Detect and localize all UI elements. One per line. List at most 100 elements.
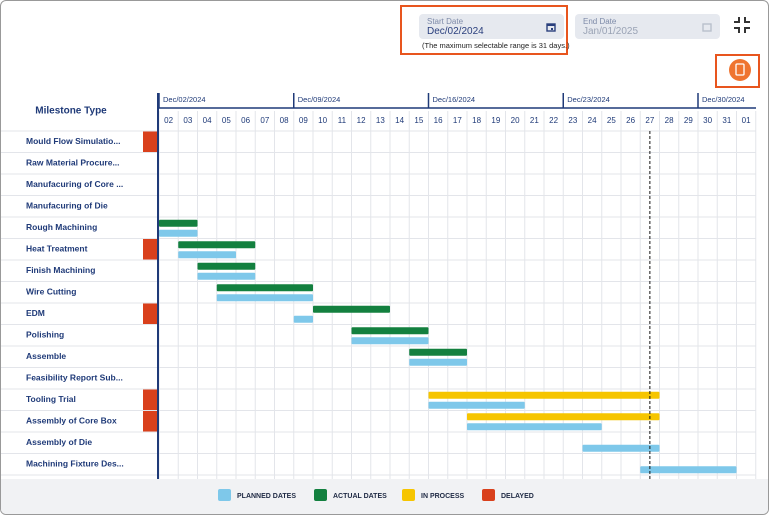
milestone-name: Polishing	[26, 330, 64, 340]
pdf-button[interactable]	[729, 59, 751, 81]
milestone-name: Assembly of Core Box	[26, 416, 117, 426]
day-label: 19	[491, 116, 500, 125]
week-label: Dec/02/2024	[163, 95, 206, 104]
week-label: Dec/30/2024	[702, 95, 745, 104]
calendar-icon[interactable]	[546, 22, 556, 32]
bar-actual	[197, 262, 256, 270]
milestone-name: Feasibility Report Sub...	[26, 373, 123, 383]
day-label: 05	[222, 116, 231, 125]
day-label: 11	[338, 116, 347, 125]
range-note: (The maximum selectable range is 31 days…	[422, 41, 570, 50]
bar-planned	[428, 401, 525, 409]
milestone-name: Wire Cutting	[26, 287, 76, 297]
milestone-name: Rough Machining	[26, 222, 97, 232]
day-label: 07	[260, 116, 269, 125]
day-label: 02	[164, 116, 173, 125]
milestone-name: Assemble	[26, 351, 66, 361]
start-date-value: Dec/02/2024	[427, 26, 484, 37]
bar-actual	[313, 305, 390, 313]
bar-actual	[351, 327, 429, 335]
delayed-marker	[143, 303, 158, 324]
bar-planned	[582, 444, 660, 452]
day-label: 27	[645, 116, 654, 125]
day-label: 15	[414, 116, 423, 125]
calendar-icon[interactable]	[702, 22, 712, 32]
bar-planned	[467, 423, 602, 431]
delayed-marker	[143, 389, 158, 410]
end-date-label: End Date	[583, 17, 617, 26]
bar-in-process	[428, 391, 660, 399]
milestone-name: Manufacuring of Die	[26, 201, 108, 211]
delayed-marker	[143, 239, 158, 260]
legend-label: DELAYED	[501, 493, 534, 500]
bar-planned	[178, 251, 236, 259]
day-label: 23	[568, 116, 577, 125]
day-label: 24	[588, 116, 597, 125]
day-label: 06	[241, 116, 250, 125]
bar-actual	[409, 348, 467, 356]
week-label: Dec/16/2024	[433, 95, 476, 104]
day-label: 30	[703, 116, 712, 125]
legend-swatch	[482, 489, 495, 501]
day-label: 29	[684, 116, 693, 125]
day-label: 08	[280, 116, 289, 125]
pdf-icon	[735, 63, 745, 76]
end-date-field[interactable]: End Date Jan/01/2025	[575, 14, 720, 39]
legend-swatch	[314, 489, 327, 501]
milestone-name: Tooling Trial	[26, 394, 76, 404]
pdf-button-highlight	[715, 54, 760, 88]
day-label: 17	[453, 116, 462, 125]
bar-planned	[159, 229, 198, 237]
week-label: Dec/09/2024	[298, 95, 341, 104]
end-date-value: Jan/01/2025	[583, 26, 639, 37]
day-label: 25	[607, 116, 616, 125]
day-label: 14	[395, 116, 404, 125]
legend-label: PLANNED DATES	[237, 493, 296, 500]
day-label: 21	[530, 116, 539, 125]
bar-planned	[351, 337, 429, 345]
legend-swatch	[402, 489, 415, 501]
bar-actual	[178, 241, 256, 249]
day-label: 20	[511, 116, 520, 125]
start-date-field[interactable]: Start Date Dec/02/2024	[419, 14, 564, 39]
day-label: 04	[203, 116, 212, 125]
delayed-marker	[143, 131, 158, 152]
day-label: 03	[183, 116, 192, 125]
day-label: 26	[626, 116, 635, 125]
bar-planned	[216, 294, 313, 302]
legend-swatch	[218, 489, 231, 501]
milestone-name: Mould Flow Simulatio...	[26, 136, 120, 146]
bar-planned	[197, 272, 256, 280]
bar-planned	[293, 315, 313, 323]
bar-planned	[640, 466, 737, 474]
day-label: 01	[742, 116, 751, 125]
day-label: 18	[472, 116, 481, 125]
bar-in-process	[467, 413, 660, 421]
day-label: 12	[357, 116, 366, 125]
week-label: Dec/23/2024	[567, 95, 610, 104]
start-date-label: Start Date	[427, 17, 464, 26]
milestone-name: EDM	[26, 308, 45, 318]
milestone-name: Manufacuring of Core ...	[26, 179, 123, 189]
day-label: 28	[665, 116, 674, 125]
milestone-name: Machining Fixture Des...	[26, 459, 124, 469]
milestone-name: Heat Treatment	[26, 244, 88, 254]
day-label: 10	[318, 116, 327, 125]
delayed-marker	[143, 411, 158, 432]
milestone-name: Finish Machining	[26, 265, 95, 275]
column-header: Milestone Type	[35, 106, 107, 117]
bar-actual	[159, 219, 198, 227]
day-label: 22	[549, 116, 558, 125]
milestone-name: Assembly of Die	[26, 437, 92, 447]
day-label: 13	[376, 116, 385, 125]
bar-actual	[216, 284, 313, 292]
legend-label: ACTUAL DATES	[333, 493, 387, 500]
day-label: 16	[434, 116, 443, 125]
legend-label: IN PROCESS	[421, 493, 465, 500]
date-filter-highlight	[400, 5, 568, 55]
legend-band	[1, 479, 768, 514]
bar-planned	[409, 358, 467, 366]
exit-fullscreen-icon[interactable]	[732, 15, 752, 35]
